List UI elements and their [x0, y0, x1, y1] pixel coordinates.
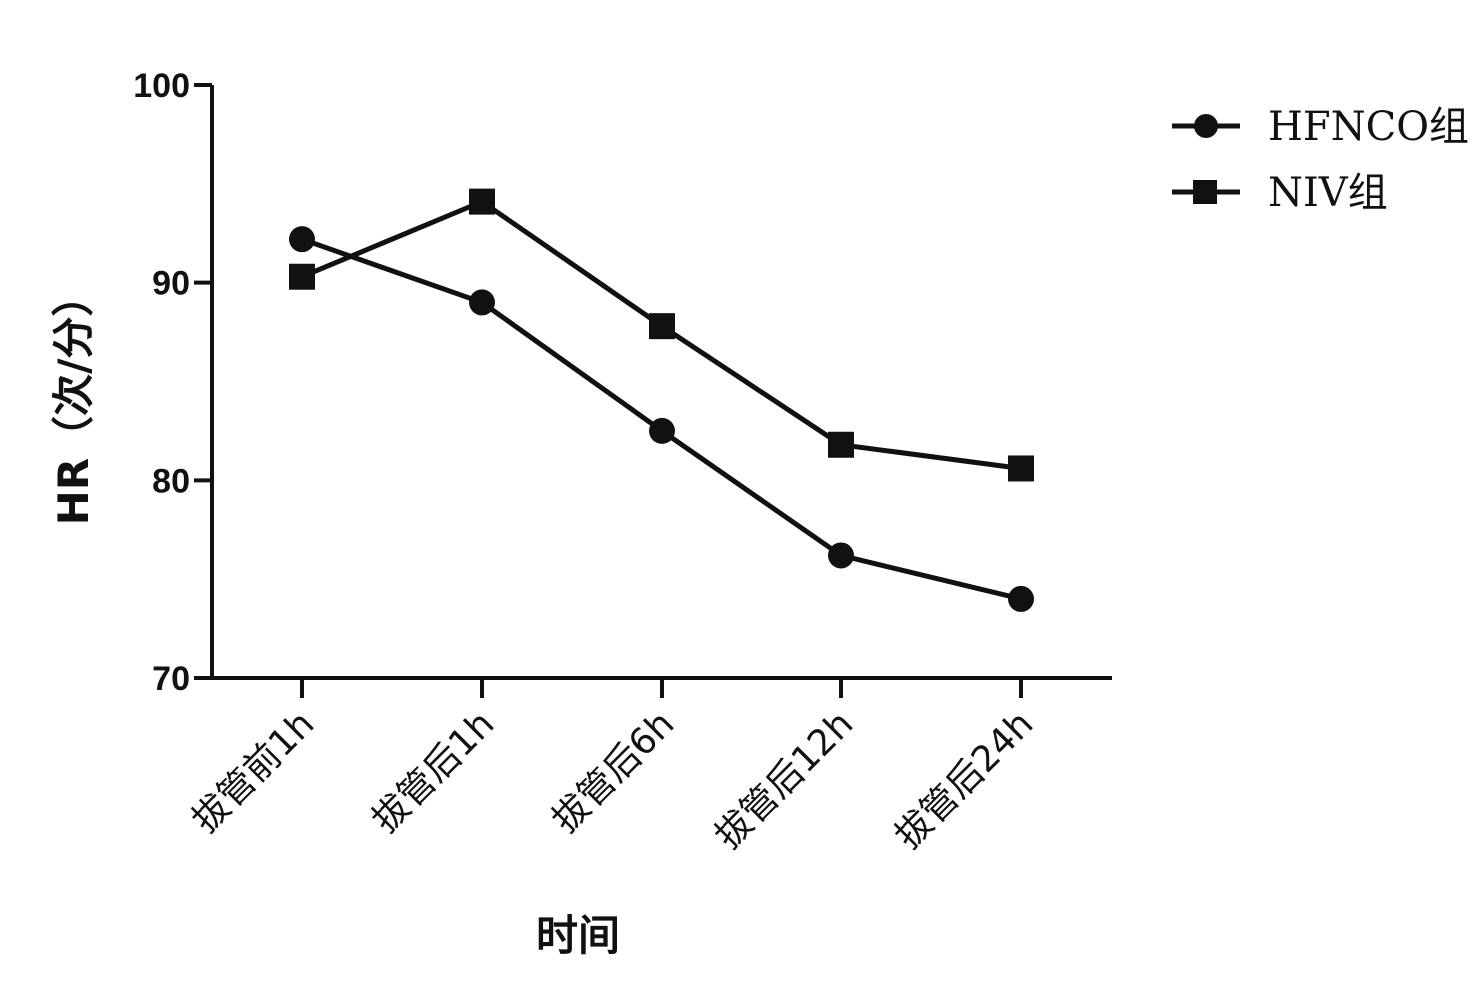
data-point-circle — [289, 226, 315, 253]
data-point-circle — [649, 417, 675, 444]
y-ticks: 70 80 90 100 — [133, 67, 212, 698]
data-point-circle — [469, 289, 495, 316]
x-ticks: 拔管前1h 拔管后1h 拔管后6h 拔管后12h 拔管后24h — [185, 678, 1041, 857]
series-layer — [289, 188, 1034, 612]
data-point-circle — [828, 542, 854, 569]
series-1 — [289, 226, 1034, 612]
y-tick-label: 90 — [152, 265, 190, 303]
x-tick-label: 拔管后12h — [707, 703, 861, 857]
legend-item: HFNCO组 — [1172, 104, 1469, 150]
y-tick-label: 70 — [152, 660, 190, 698]
data-point-square — [289, 263, 315, 290]
series-2 — [289, 188, 1034, 482]
x-tick-label: 拔管后6h — [545, 703, 683, 841]
x-tick-label: 拔管后1h — [365, 703, 503, 841]
x-tick-label: 拔管后24h — [887, 703, 1041, 857]
x-tick-label: 拔管前1h — [185, 703, 323, 841]
legend-label: NIV组 — [1268, 170, 1388, 216]
y-tick-label: 100 — [133, 67, 190, 105]
data-point-square — [649, 313, 675, 340]
y-tick-label: 80 — [152, 462, 190, 500]
data-point-square — [469, 188, 495, 215]
legend-square-marker — [1193, 180, 1217, 204]
legend: HFNCO组 NIV组 — [1172, 104, 1469, 216]
legend-circle-marker — [1194, 114, 1218, 138]
data-point-square — [828, 431, 854, 458]
legend-label: HFNCO组 — [1268, 104, 1469, 150]
data-point-circle — [1008, 585, 1034, 612]
y-axis-title: HR（次/分） — [49, 275, 98, 526]
x-axis-title: 时间 — [536, 911, 620, 960]
data-point-square — [1008, 455, 1034, 482]
legend-item: NIV组 — [1172, 170, 1388, 216]
